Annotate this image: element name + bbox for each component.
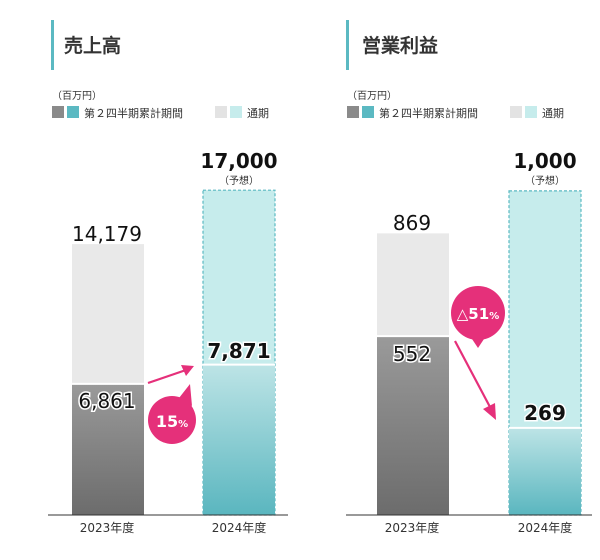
panel-operating-profit: 営業利益 （百万円） 第２四半期累計期間 通期 869 552 1,000 （予… <box>346 20 592 535</box>
x-tick-2023: 2023年度 <box>80 520 135 535</box>
change-value: 15 <box>156 412 178 431</box>
panel-title: 売上高 <box>64 34 121 57</box>
label-2024-cumulative: 269 <box>524 401 566 425</box>
legend-swatch-prev-cumulative <box>347 106 359 118</box>
change-unit: % <box>489 311 499 322</box>
legend: 第２四半期累計期間 通期 <box>347 106 564 120</box>
legend-swatch-prev-full <box>215 106 227 118</box>
label-2024-cumulative: 7,871 <box>207 339 270 363</box>
bar-2024-cumulative <box>509 427 581 515</box>
label-2023-full-year: 869 <box>393 211 431 235</box>
unit-label: （百万円） <box>347 90 397 102</box>
change-bubble: △51% <box>451 286 505 348</box>
decline-arrow <box>454 340 496 420</box>
title-accent-bar <box>51 20 54 70</box>
svg-text:△51%: △51% <box>457 305 499 323</box>
legend-label-full-year: 通期 <box>247 107 269 120</box>
legend-swatch-prev-cumulative <box>52 106 64 118</box>
panel-sales: 売上高 （百万円） 第２四半期累計期間 通期 14,179 6,861 17,0… <box>48 20 288 535</box>
bar-2023-cumulative <box>377 336 449 515</box>
legend-swatch-cur-full <box>230 106 242 118</box>
title-accent-bar <box>346 20 349 70</box>
x-tick-2024: 2024年度 <box>212 520 267 535</box>
legend-label-cumulative: 第２四半期累計期間 <box>84 106 183 120</box>
legend-swatch-cur-full <box>525 106 537 118</box>
panel-title: 営業利益 <box>362 34 438 57</box>
legend-swatch-cur-cumulative <box>67 106 79 118</box>
label-2023-full-year: 14,179 <box>72 222 142 246</box>
bar-2023-cumulative <box>72 383 144 515</box>
label-2023-cumulative: 6,861 <box>78 389 135 413</box>
label-2024-full-year: 1,000 <box>513 149 576 173</box>
x-tick-2024: 2024年度 <box>518 520 573 535</box>
change-unit: % <box>178 419 188 430</box>
forecast-note: （予想） <box>525 174 565 187</box>
legend-swatch-cur-cumulative <box>362 106 374 118</box>
growth-arrow <box>147 365 194 385</box>
label-2023-cumulative: 552 <box>393 342 431 366</box>
unit-label: （百万円） <box>52 90 102 102</box>
x-tick-2023: 2023年度 <box>385 520 440 535</box>
legend-swatch-prev-full <box>510 106 522 118</box>
change-bubble: 15% <box>148 384 196 444</box>
legend: 第２四半期累計期間 通期 <box>52 106 269 120</box>
legend-label-cumulative: 第２四半期累計期間 <box>379 106 478 120</box>
bar-2024-cumulative <box>203 364 275 515</box>
change-value: △51 <box>457 305 489 323</box>
legend-label-full-year: 通期 <box>542 107 564 120</box>
svg-text:15%: 15% <box>156 412 188 431</box>
forecast-note: （予想） <box>219 174 259 187</box>
label-2024-full-year: 17,000 <box>200 149 277 173</box>
